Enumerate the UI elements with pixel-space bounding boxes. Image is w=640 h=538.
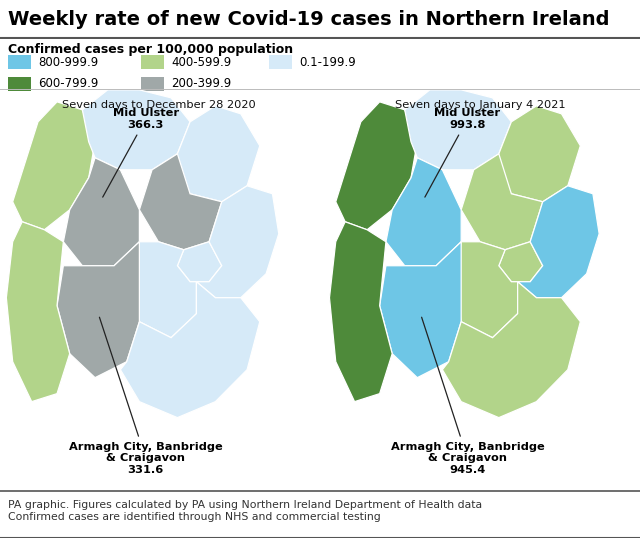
Polygon shape [404,90,511,170]
Polygon shape [455,242,518,338]
Text: Armagh City, Banbridge
& Craigavon
331.6: Armagh City, Banbridge & Craigavon 331.6 [69,317,223,475]
Polygon shape [13,102,95,230]
Polygon shape [386,158,461,266]
Text: 600-799.9: 600-799.9 [38,77,99,90]
Bar [141,76,164,91]
Polygon shape [177,242,222,282]
Text: 200-399.9: 200-399.9 [172,77,232,90]
Polygon shape [336,102,417,230]
Text: 400-599.9: 400-599.9 [172,56,232,69]
Polygon shape [442,282,580,417]
Polygon shape [133,242,196,338]
Polygon shape [461,154,543,250]
Polygon shape [63,158,140,266]
Bar [8,55,31,69]
Text: Mid Ulster
993.8: Mid Ulster 993.8 [425,108,500,197]
Polygon shape [380,242,461,378]
Text: 800-999.9: 800-999.9 [38,56,99,69]
Polygon shape [6,222,70,402]
Text: 0.1-199.9: 0.1-199.9 [300,56,356,69]
Bar [8,76,31,91]
Text: PA graphic. Figures calculated by PA using Northern Ireland Department of Health: PA graphic. Figures calculated by PA usi… [8,500,482,522]
Polygon shape [171,106,260,202]
Polygon shape [330,222,392,402]
Polygon shape [493,106,580,202]
Polygon shape [196,186,279,298]
Text: Seven days to December 28 2020: Seven days to December 28 2020 [61,100,255,110]
Bar [269,55,292,69]
Text: Weekly rate of new Covid-19 cases in Northern Ireland: Weekly rate of new Covid-19 cases in Nor… [8,10,609,29]
Text: Confirmed cases per 100,000 population: Confirmed cases per 100,000 population [8,43,293,56]
Polygon shape [120,282,260,417]
Bar [141,55,164,69]
Polygon shape [518,186,599,298]
Text: Armagh City, Banbridge
& Craigavon
945.4: Armagh City, Banbridge & Craigavon 945.4 [390,317,545,475]
Polygon shape [499,242,543,282]
Text: Mid Ulster
366.3: Mid Ulster 366.3 [102,108,179,197]
Text: Seven days to January 4 2021: Seven days to January 4 2021 [395,100,565,110]
Polygon shape [140,154,222,250]
Polygon shape [57,242,140,378]
Polygon shape [83,90,190,170]
